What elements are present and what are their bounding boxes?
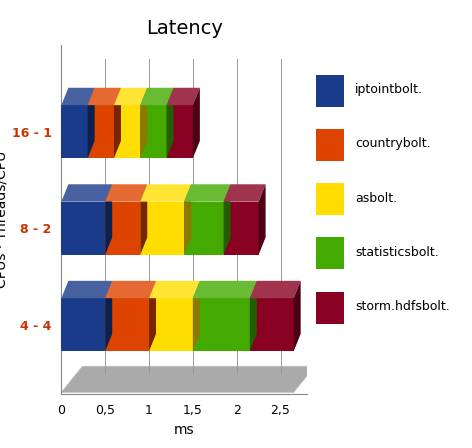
Polygon shape <box>114 88 147 105</box>
Polygon shape <box>105 281 112 351</box>
Polygon shape <box>250 281 257 351</box>
Polygon shape <box>294 281 301 351</box>
Bar <box>184 202 224 255</box>
Polygon shape <box>61 281 112 298</box>
Bar <box>140 105 167 158</box>
Text: storm.hdfsbolt.: storm.hdfsbolt. <box>355 300 450 313</box>
Polygon shape <box>149 281 200 298</box>
Bar <box>224 202 259 255</box>
Bar <box>316 129 344 161</box>
Polygon shape <box>193 281 257 298</box>
Bar <box>61 202 105 255</box>
Bar <box>250 298 294 351</box>
Polygon shape <box>61 184 112 202</box>
Text: iptointbolt.: iptointbolt. <box>355 83 423 96</box>
Text: countrybolt.: countrybolt. <box>355 137 431 151</box>
Polygon shape <box>140 88 147 158</box>
Bar <box>61 298 105 351</box>
Polygon shape <box>184 184 191 255</box>
Bar <box>88 105 114 158</box>
Bar <box>105 202 140 255</box>
Polygon shape <box>140 184 191 202</box>
Bar <box>316 292 344 323</box>
Polygon shape <box>140 88 174 105</box>
Polygon shape <box>250 281 301 298</box>
Polygon shape <box>167 88 200 105</box>
Polygon shape <box>140 184 147 255</box>
Polygon shape <box>105 184 112 255</box>
Polygon shape <box>88 88 121 105</box>
Polygon shape <box>224 184 230 255</box>
Y-axis label: CPUs · Threads/CPU: CPUs · Threads/CPU <box>0 151 9 288</box>
X-axis label: ms: ms <box>174 422 194 436</box>
Polygon shape <box>61 88 95 105</box>
Bar <box>316 237 344 269</box>
Text: statisticsbolt.: statisticsbolt. <box>355 246 439 259</box>
Polygon shape <box>88 88 95 158</box>
Polygon shape <box>193 281 200 351</box>
Polygon shape <box>167 88 174 158</box>
Bar <box>105 298 149 351</box>
Text: asbolt.: asbolt. <box>355 191 397 205</box>
Polygon shape <box>193 88 200 158</box>
Polygon shape <box>105 184 147 202</box>
Polygon shape <box>149 281 156 351</box>
Polygon shape <box>259 184 266 255</box>
Bar <box>114 105 140 158</box>
Title: Latency: Latency <box>146 19 222 38</box>
Bar <box>193 298 250 351</box>
Bar <box>149 298 193 351</box>
Polygon shape <box>184 184 230 202</box>
Polygon shape <box>114 88 121 158</box>
Bar <box>140 202 184 255</box>
Bar <box>316 75 344 107</box>
Bar <box>167 105 193 158</box>
Polygon shape <box>224 184 266 202</box>
Polygon shape <box>105 281 156 298</box>
Bar <box>61 105 88 158</box>
Bar <box>316 183 344 215</box>
Polygon shape <box>61 366 315 392</box>
